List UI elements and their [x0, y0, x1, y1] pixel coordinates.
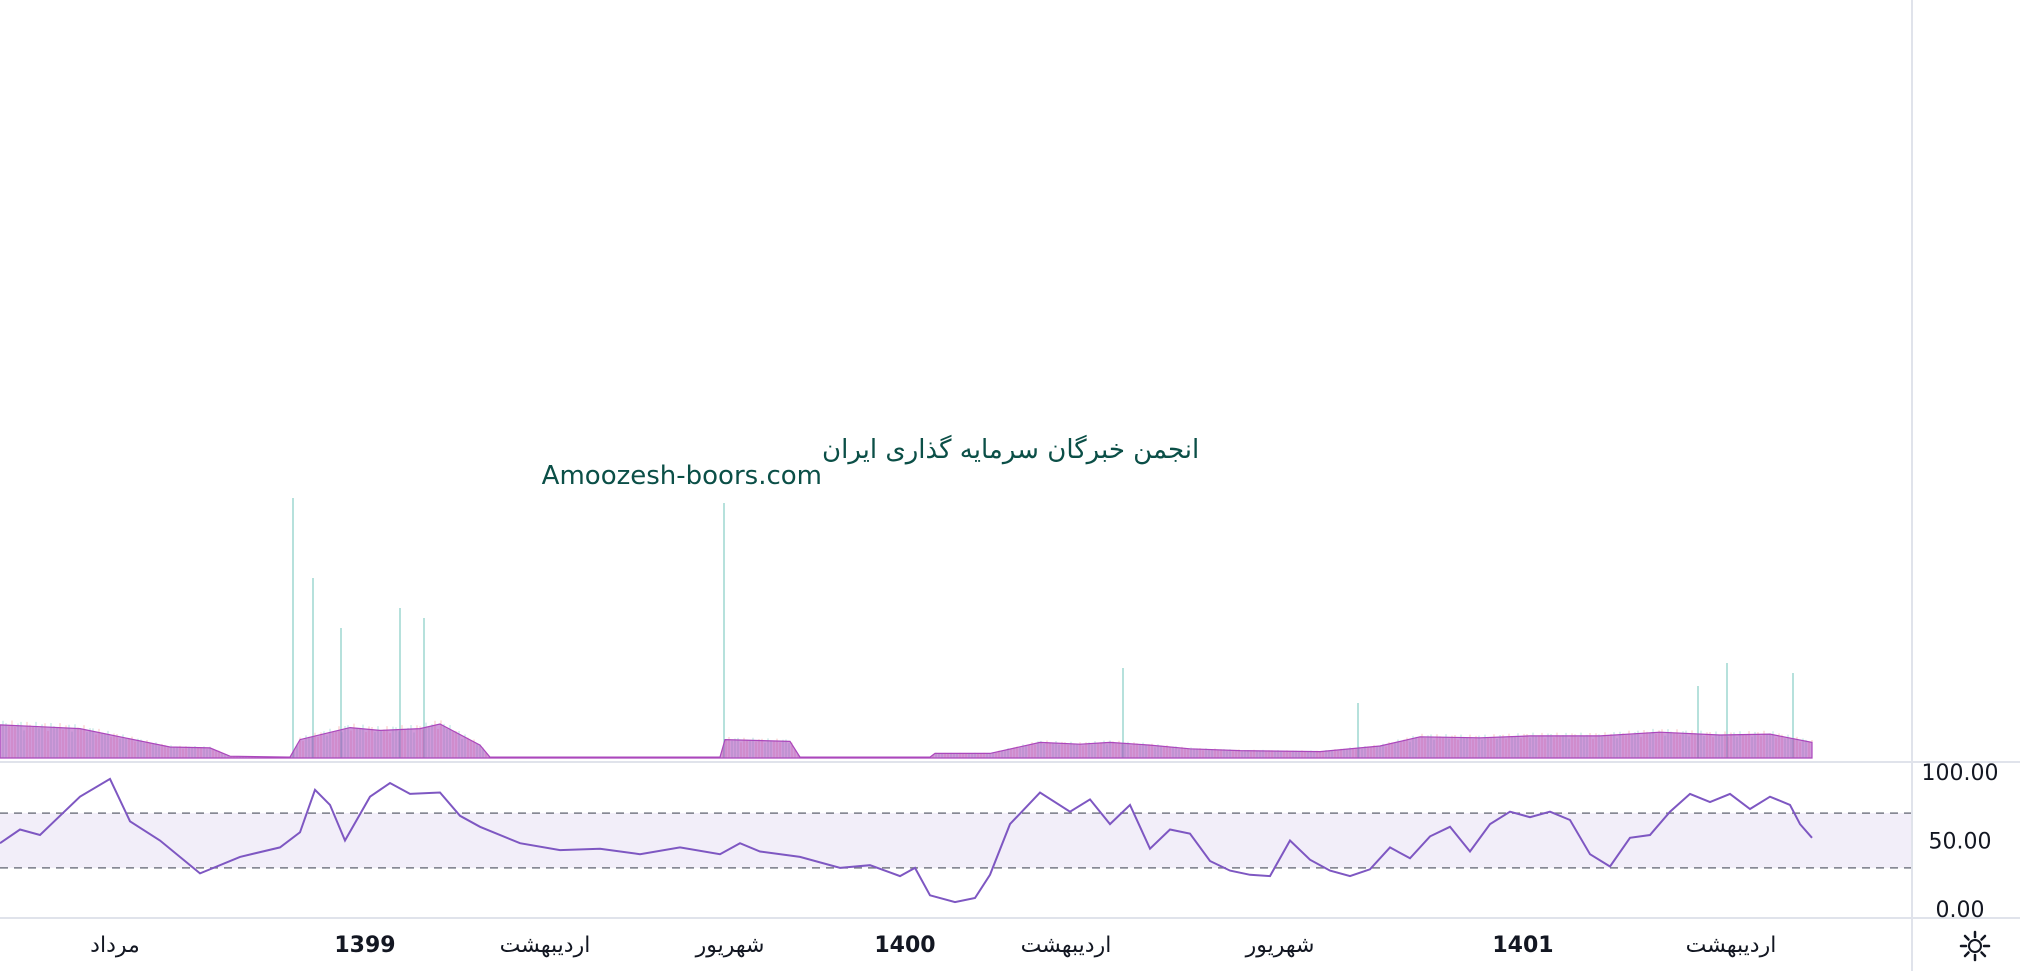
watermark-line-1: انجمن خبرگان سرمایه گذاری ایران [822, 434, 1199, 465]
time-axis[interactable]: مرداد 1399 اردیبهشت شهریور 1400 اردیبهشت شهریو… [90, 933, 1776, 958]
rsi-tick-0.00: 0.00 [1936, 898, 1985, 923]
time-label-0: مرداد [90, 933, 140, 958]
rsi-line [0, 777, 1813, 904]
time-label-1: 1399 [334, 933, 395, 958]
rsi-tick-50.00: 50.00 [1929, 830, 1992, 855]
time-label-7: 1401 [1492, 933, 1553, 958]
time-label-5: اردیبهشت [1021, 933, 1112, 958]
watermark: انجمن خبرگان سرمایه گذاری ایران Amoozesh… [542, 434, 1200, 491]
volume-area [0, 723, 1813, 759]
watermark-line-2: Amoozesh-boors.com [542, 461, 822, 491]
rsi-tick-100.00: 100.00 [1922, 761, 1999, 786]
rsi-pane [0, 777, 1912, 904]
time-label-6: شهریور [1245, 933, 1315, 958]
time-label-8: اردیبهشت [1686, 933, 1777, 958]
volume-pane [0, 498, 1813, 759]
time-label-3: شهریور [695, 933, 765, 958]
rsi-band [0, 813, 1912, 868]
time-label-4: 1400 [874, 933, 935, 958]
settings-gear-icon[interactable] [1958, 929, 1992, 963]
time-label-2: اردیبهشت [500, 933, 591, 958]
